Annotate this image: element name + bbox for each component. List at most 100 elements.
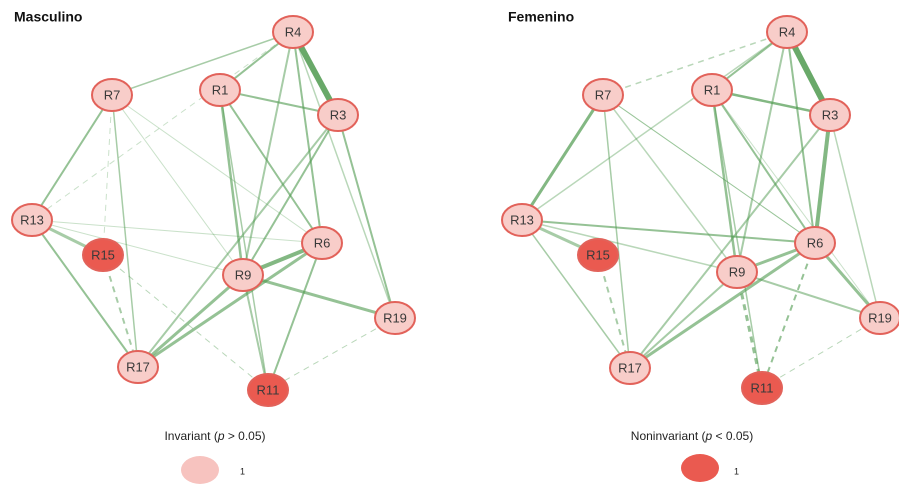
- edge: [111, 94, 244, 276]
- node: [222, 258, 264, 292]
- edge: [337, 114, 396, 319]
- edge: [267, 317, 396, 391]
- legend-text: p: [704, 429, 712, 443]
- edge: [761, 317, 881, 389]
- node-label: R7: [104, 87, 121, 102]
- node: [11, 203, 53, 237]
- node: [741, 371, 783, 405]
- edge: [761, 242, 816, 389]
- node-label: R17: [126, 359, 150, 374]
- edge: [711, 89, 816, 244]
- panel-title: Femenino: [508, 9, 574, 25]
- legend-text: Noninvariant (: [631, 429, 706, 443]
- edge: [629, 241, 816, 370]
- edge: [602, 94, 816, 244]
- edge: [520, 94, 605, 221]
- legend-swatch: [181, 456, 219, 484]
- edge: [602, 94, 816, 244]
- node: [794, 226, 836, 260]
- edge: [292, 31, 396, 319]
- legend-text: < 0.05): [712, 429, 753, 443]
- node-label: R1: [704, 82, 721, 97]
- node-label: R19: [868, 310, 892, 325]
- node: [199, 73, 241, 107]
- legend-text: > 0.05): [225, 429, 266, 443]
- node: [317, 98, 359, 132]
- node-label: R11: [751, 380, 774, 395]
- edge: [137, 241, 323, 369]
- edge: [111, 94, 323, 244]
- edge: [711, 89, 763, 389]
- node-label: R6: [314, 235, 331, 250]
- edge: [521, 219, 816, 244]
- edge: [521, 219, 738, 273]
- edge: [219, 89, 269, 391]
- node: [272, 15, 314, 49]
- node: [247, 373, 289, 407]
- edge: [242, 274, 269, 391]
- edge: [218, 89, 245, 276]
- edge: [102, 94, 113, 256]
- edge: [735, 271, 764, 389]
- node-label: R4: [285, 24, 302, 39]
- edge: [31, 219, 139, 368]
- edge: [710, 89, 739, 273]
- node: [82, 238, 124, 272]
- node: [582, 78, 624, 112]
- legend-value: 1: [734, 466, 739, 476]
- nodes: R4 R7 R1 R3 R13 R15 R6 R9 R19 R17 R11 R4 R7 R1 R3 R13 R1…: [11, 15, 899, 407]
- node: [501, 203, 543, 237]
- node-label: R9: [235, 267, 252, 282]
- node-label: R4: [779, 24, 796, 39]
- node: [716, 255, 758, 289]
- edge: [829, 114, 881, 319]
- node-label: R9: [729, 264, 746, 279]
- node-label: R3: [330, 107, 347, 122]
- node: [374, 301, 416, 335]
- legend-value: 1: [240, 466, 245, 476]
- edge: [111, 94, 139, 368]
- edge: [31, 219, 323, 244]
- node: [91, 78, 133, 112]
- edge: [597, 254, 631, 369]
- legend-swatch: [681, 454, 719, 482]
- edge: [267, 242, 323, 391]
- node-label: R19: [383, 310, 407, 325]
- edge: [292, 31, 323, 244]
- edge: [242, 114, 339, 276]
- edge: [31, 31, 294, 221]
- node-label: R15: [91, 247, 115, 262]
- node: [301, 226, 343, 260]
- node: [691, 73, 733, 107]
- edge: [711, 89, 881, 319]
- node-label: R6: [807, 235, 824, 250]
- edge: [786, 31, 816, 244]
- edge: [102, 254, 139, 368]
- edge: [629, 114, 831, 369]
- legend-text: Invariant (: [164, 429, 217, 443]
- edge: [602, 94, 631, 369]
- edge: [31, 219, 244, 276]
- edge: [219, 89, 323, 244]
- edge: [102, 254, 269, 391]
- legend-label: Invariant (p > 0.05): [164, 429, 265, 443]
- edge: [736, 31, 788, 273]
- node-label: R7: [595, 87, 612, 102]
- edge: [521, 219, 631, 369]
- node-label: R13: [510, 212, 534, 227]
- node-label: R3: [822, 107, 839, 122]
- edge: [242, 273, 396, 320]
- edge: [242, 31, 294, 276]
- edge: [521, 31, 788, 221]
- panel-title: Masculino: [14, 9, 82, 25]
- edge: [736, 271, 881, 319]
- legend-label: Noninvariant (p < 0.05): [631, 429, 753, 443]
- node-label: R1: [212, 82, 229, 97]
- edge: [137, 114, 339, 368]
- edge: [111, 31, 294, 96]
- node-label: R15: [586, 247, 610, 262]
- edge: [813, 114, 832, 244]
- edges: [31, 30, 882, 391]
- node: [809, 98, 851, 132]
